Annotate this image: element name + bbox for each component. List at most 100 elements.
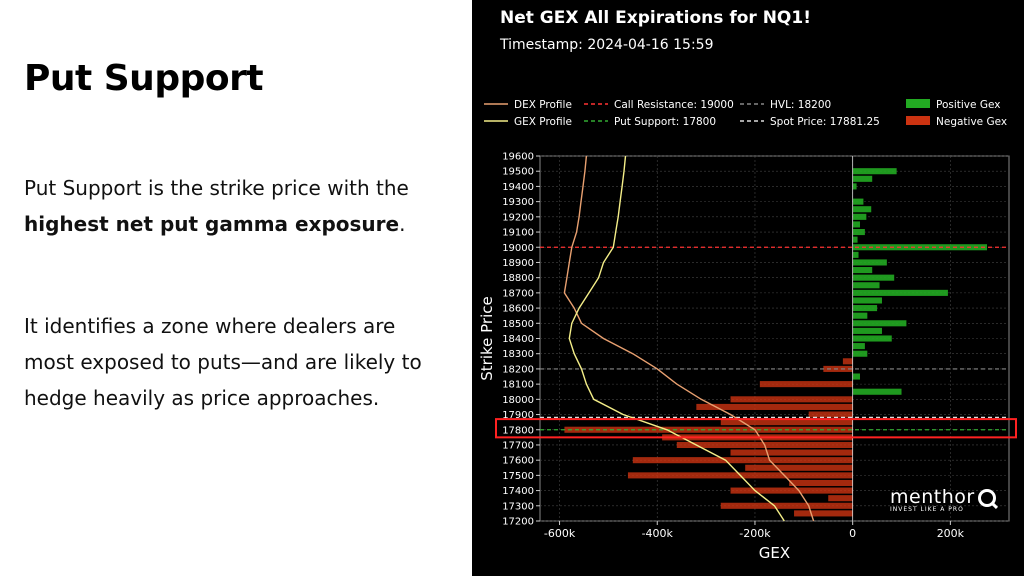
positive-gex-bar xyxy=(852,251,859,258)
positive-gex-bar xyxy=(852,198,864,205)
y-tick-label: 19600 xyxy=(502,152,534,163)
negative-gex-bar xyxy=(632,457,853,464)
positive-gex-bar xyxy=(852,282,880,289)
y-tick-label: 17700 xyxy=(502,440,534,451)
negative-gex-bar xyxy=(696,403,853,410)
legend-label: DEX Profile xyxy=(514,99,572,111)
negative-gex-bar xyxy=(794,510,853,517)
explanation-paragraph: It identifies a zone where dealers are m… xyxy=(24,314,422,410)
gex-chart: 17200 17300 17400 17500 17600 17700 17800 17900… xyxy=(478,99,1017,562)
positive-gex-bar xyxy=(852,274,895,281)
negative-gex-bar xyxy=(730,487,853,494)
y-tick-label: 19100 xyxy=(502,228,534,239)
y-tick-label: 18700 xyxy=(502,288,534,299)
y-tick-label: 18300 xyxy=(502,349,534,360)
positive-gex-bar xyxy=(852,206,872,213)
y-tick-label: 19500 xyxy=(502,167,534,178)
negative-gex-bar xyxy=(730,396,853,403)
x-tick-label: 200k xyxy=(937,527,965,540)
positive-gex-bar xyxy=(852,289,948,296)
chart-title: Net GEX All Expirations for NQ1! xyxy=(500,8,811,28)
definition-paragraph: Put Support is the strike price with the… xyxy=(24,170,444,242)
definition-bold: highest net put gamma exposure xyxy=(24,212,400,236)
logo-name: menthor xyxy=(890,486,975,508)
negative-gex-bar xyxy=(720,502,853,509)
logo-tagline: INVEST LIKE A PRO xyxy=(890,506,964,513)
positive-gex-bar xyxy=(852,343,865,350)
legend-swatch-box xyxy=(906,99,930,108)
negative-gex-bar xyxy=(808,411,853,418)
put-support-highlight-box xyxy=(495,418,1017,439)
gex-profile-line xyxy=(568,155,785,522)
positive-gex-bar xyxy=(852,221,860,228)
positive-gex-bar xyxy=(852,259,887,266)
menthor-logo: menthor INVEST LIKE A PRO xyxy=(890,486,996,513)
positive-gex-bar xyxy=(852,183,857,190)
x-axis-label: GEX xyxy=(759,544,790,562)
dex-profile-line xyxy=(563,155,815,522)
y-tick-label: 18000 xyxy=(502,395,534,406)
positive-gex-bar xyxy=(852,267,873,274)
positive-gex-bar xyxy=(852,388,902,395)
negative-gex-bar xyxy=(842,358,853,365)
y-tick-label: 17600 xyxy=(502,456,534,467)
positive-gex-bar xyxy=(852,312,868,319)
y-tick-label: 18900 xyxy=(502,258,534,269)
y-tick-label: 19400 xyxy=(502,182,534,193)
negative-gex-bar xyxy=(720,419,853,426)
legend-label: GEX Profile xyxy=(514,116,572,128)
definition-prefix: Put Support is the strike price with the xyxy=(24,176,409,200)
negative-gex-bar xyxy=(745,464,853,471)
chart-subtitle: Timestamp: 2024-04-16 15:59 xyxy=(500,37,714,53)
x-tick-label: -200k xyxy=(739,527,771,540)
positive-gex-bar xyxy=(852,373,860,380)
legend-label: Positive Gex xyxy=(936,99,1000,111)
negative-gex-bar xyxy=(730,449,853,456)
negative-gex-bar xyxy=(823,365,853,372)
legend-label: HVL: 18200 xyxy=(770,99,831,111)
y-tick-label: 18500 xyxy=(502,319,534,330)
y-tick-label: 17300 xyxy=(502,501,534,512)
legend-label: Call Resistance: 19000 xyxy=(614,99,734,111)
positive-gex-bar xyxy=(852,320,907,327)
y-tick-label: 17200 xyxy=(502,517,534,528)
positive-gex-bar xyxy=(852,168,897,175)
y-tick-label: 17800 xyxy=(502,425,534,436)
positive-gex-bar xyxy=(852,335,892,342)
x-tick-label: 0 xyxy=(849,527,856,540)
positive-gex-bar xyxy=(852,236,858,243)
y-tick-label: 19000 xyxy=(502,243,534,254)
gex-chart-panel: Net GEX All Expirations for NQ1! Timesta… xyxy=(472,0,1024,576)
y-axis-label: Strike Price xyxy=(478,296,496,380)
slide-heading: Put Support xyxy=(24,58,264,99)
negative-gex-bar xyxy=(828,495,853,502)
legend-swatch-box xyxy=(906,116,930,125)
y-tick-label: 19200 xyxy=(502,212,534,223)
y-tick-label: 18800 xyxy=(502,273,534,284)
slide-text-panel: Put Support Put Support is the strike pr… xyxy=(0,0,472,576)
negative-gex-bar xyxy=(759,381,853,388)
y-tick-label: 17500 xyxy=(502,471,534,482)
x-tick-label: -400k xyxy=(642,527,674,540)
y-tick-label: 19300 xyxy=(502,197,534,208)
negative-gex-bar xyxy=(789,479,853,487)
y-tick-label: 17400 xyxy=(502,486,534,497)
y-tick-label: 18600 xyxy=(502,304,534,315)
positive-gex-bar xyxy=(852,327,882,334)
positive-gex-bar xyxy=(852,297,882,304)
legend-label: Put Support: 17800 xyxy=(614,116,716,128)
positive-gex-bar xyxy=(852,350,868,357)
logo-q-icon xyxy=(977,489,996,507)
positive-gex-bar xyxy=(852,305,878,312)
positive-gex-bar xyxy=(852,175,873,182)
x-tick-label: -600k xyxy=(544,527,576,540)
positive-gex-bar xyxy=(852,229,865,236)
y-tick-label: 18100 xyxy=(502,380,534,391)
positive-gex-bar xyxy=(852,213,867,220)
y-tick-label: 18200 xyxy=(502,364,534,375)
legend-label: Negative Gex xyxy=(936,116,1007,128)
y-tick-label: 17900 xyxy=(502,410,534,421)
definition-suffix: . xyxy=(399,212,406,236)
legend-label: Spot Price: 17881.25 xyxy=(770,116,880,128)
y-tick-label: 18400 xyxy=(502,334,534,345)
